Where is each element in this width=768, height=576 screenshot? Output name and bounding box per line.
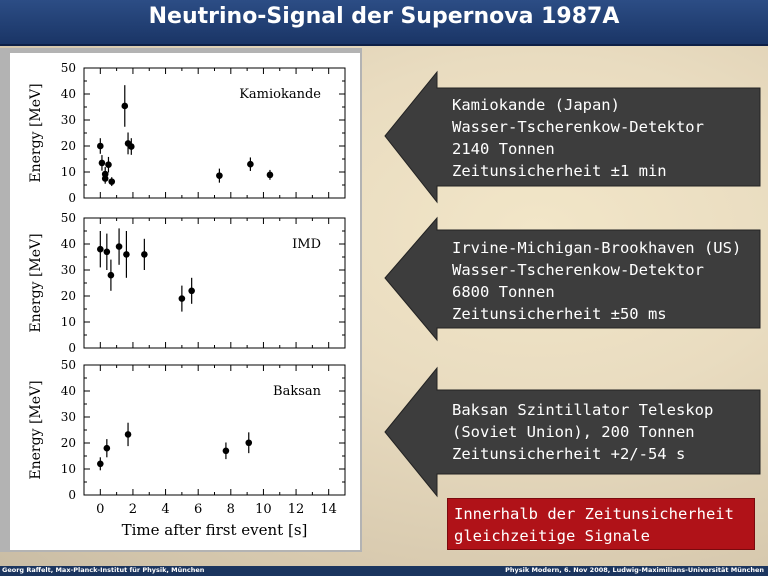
chart-panel: 0 10 20 30 40 50 Energy [MeV] Kamiokande 0 10 20 30… [0, 48, 362, 552]
y-axis-label: Energy [MeV] [28, 380, 44, 479]
data-point [141, 251, 148, 258]
footer-bar: Georg Raffelt, Max-Planck-Institut für P… [0, 566, 768, 576]
y-tick-label: 40 [61, 237, 76, 251]
y-tick-label: 10 [61, 165, 76, 179]
y-tick-label: 40 [61, 384, 76, 398]
callout-line: (Soviet Union), 200 Tonnen [452, 423, 695, 441]
detector-label: Kamiokande [239, 87, 321, 102]
y-tick-label: 40 [61, 87, 76, 101]
data-point [188, 287, 195, 295]
y-tick-label: 50 [61, 211, 76, 225]
y-axis-label: Energy [MeV] [28, 83, 44, 182]
data-point [124, 431, 132, 438]
footer-right: Physik Modern, 6. Nov 2008, Ludwig-Maxim… [505, 566, 764, 574]
callout-line: Kamiokande (Japan) [452, 96, 620, 114]
y-tick-label: 0 [68, 488, 76, 502]
arrow-kamiokande [384, 70, 761, 204]
callout-baksan: Baksan Szintillator Teleskop (Soviet Uni… [452, 399, 768, 465]
arrow-imd [384, 216, 761, 342]
data-point [266, 171, 274, 179]
detector-label: IMD [292, 237, 321, 252]
x-tick-label: 4 [161, 502, 169, 517]
y-tick-label: 10 [61, 315, 76, 329]
y-tick-label: 50 [61, 61, 76, 75]
callout-line: Zeitunsicherheit ±1 min [452, 162, 667, 180]
y-tick-label: 0 [68, 191, 76, 205]
data-point [103, 444, 111, 452]
data-point [97, 245, 104, 253]
data-point [123, 251, 130, 258]
title-bar: Neutrino-Signal der Supernova 1987A [0, 0, 768, 46]
data-point [97, 460, 104, 468]
x-tick-label: 0 [96, 502, 104, 517]
conclusion-line: gleichzeitige Signale [454, 527, 650, 545]
callout-line: Wasser-Tscherenkow-Detektor [452, 261, 704, 279]
callout-line: Wasser-Tscherenkow-Detektor [452, 118, 704, 136]
callout-line: Zeitunsicherheit ±50 ms [452, 305, 667, 323]
data-point [103, 248, 111, 256]
data-point [222, 447, 230, 455]
x-tick-label: 10 [255, 502, 272, 517]
data-point [121, 102, 129, 110]
x-tick-label: 2 [129, 502, 137, 517]
data-point [98, 159, 106, 167]
y-tick-label: 0 [68, 341, 76, 355]
y-tick-label: 50 [61, 358, 76, 372]
data-point [97, 142, 104, 150]
y-tick-label: 30 [61, 263, 76, 277]
y-tick-label: 30 [61, 113, 76, 127]
data-point [178, 295, 186, 302]
y-axis-label: Energy [MeV] [28, 233, 44, 332]
callout-line: 2140 Tonnen [452, 140, 555, 158]
data-point [107, 271, 115, 279]
callout-line: Irvine-Michigan-Brookhaven (US) [452, 239, 742, 257]
data-point [105, 161, 112, 169]
y-tick-label: 20 [61, 436, 76, 450]
x-tick-label: 8 [227, 502, 235, 517]
y-tick-label: 30 [61, 410, 76, 424]
data-point [216, 172, 223, 179]
data-point [245, 439, 253, 447]
y-tick-label: 20 [61, 289, 76, 303]
conclusion-box: Innerhalb der Zeitunsicherheit gleichzei… [447, 498, 755, 550]
footer-left: Georg Raffelt, Max-Planck-Institut für P… [2, 566, 205, 574]
x-tick-label: 12 [288, 502, 305, 517]
conclusion-line: Innerhalb der Zeitunsicherheit [454, 505, 734, 523]
data-point [128, 143, 135, 150]
data-point [247, 160, 254, 168]
data-point [108, 178, 116, 185]
callout-line: 6800 Tonnen [452, 283, 555, 301]
x-tick-label: 6 [194, 502, 202, 517]
data-point [115, 243, 123, 250]
x-axis-label: Time after first event [s] [122, 521, 308, 539]
x-tick-label: 14 [320, 502, 337, 517]
chart-area: 0 10 20 30 40 50 Energy [MeV] Kamiokande 0 10 20 30… [10, 53, 360, 550]
arrow-baksan [384, 366, 761, 498]
callout-kamiokande: Kamiokande (Japan) Wasser-Tscherenkow-De… [452, 94, 768, 182]
slide-title: Neutrino-Signal der Supernova 1987A [148, 4, 620, 29]
callout-line: Zeitunsicherheit +2/-54 s [452, 445, 686, 463]
y-tick-label: 10 [61, 462, 76, 476]
detector-label: Baksan [273, 384, 322, 399]
y-tick-label: 20 [61, 139, 76, 153]
callout-imd: Irvine-Michigan-Brookhaven (US) Wasser-T… [452, 237, 768, 325]
callout-line: Baksan Szintillator Teleskop [452, 401, 714, 419]
data-point [101, 170, 109, 178]
